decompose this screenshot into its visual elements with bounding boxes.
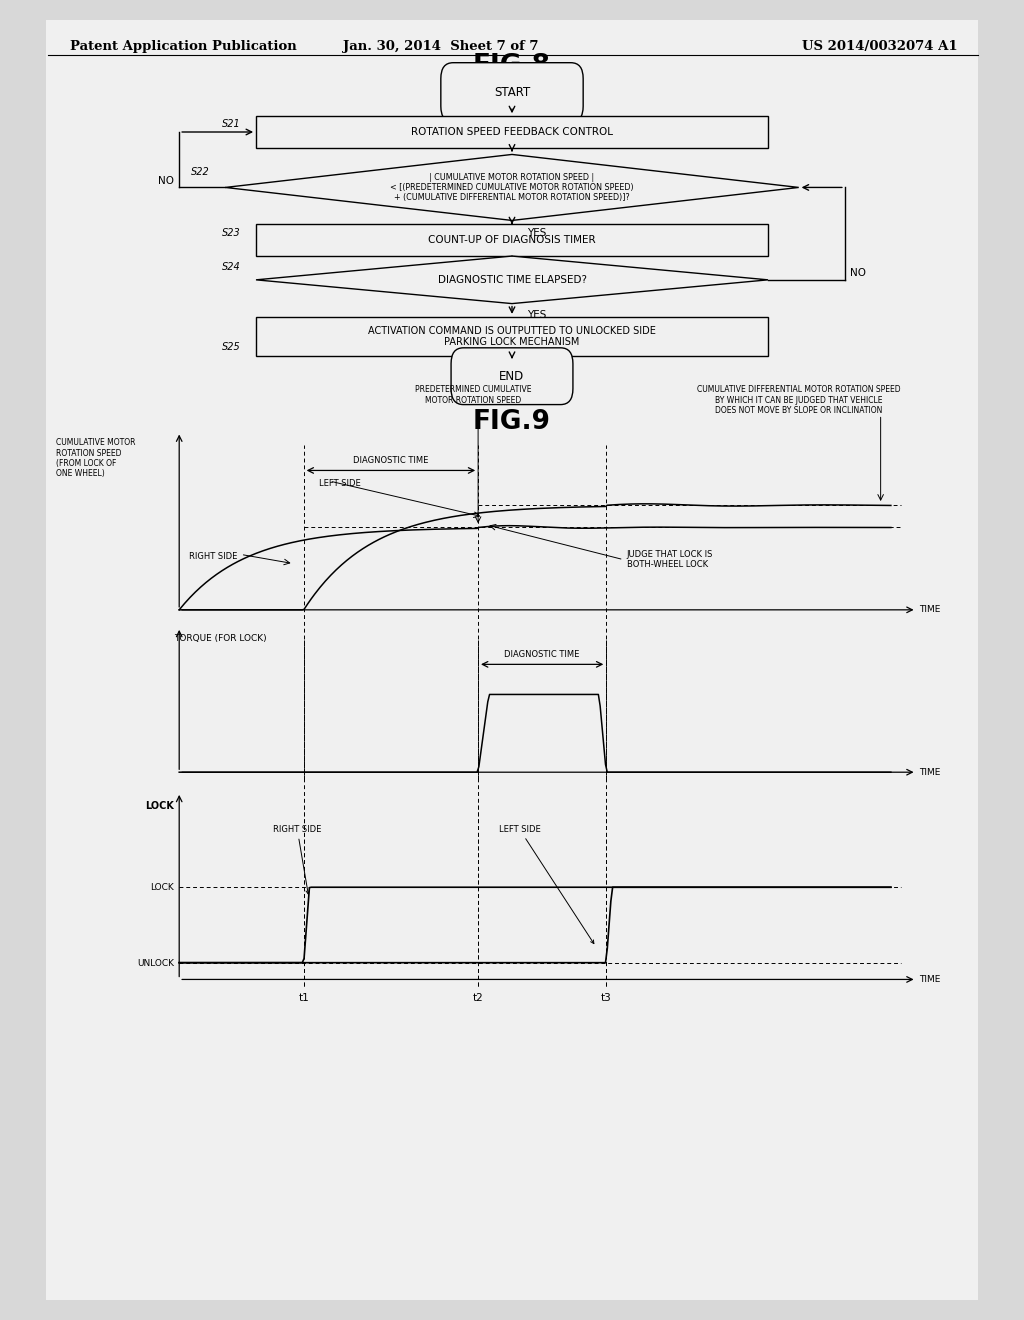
Text: LEFT SIDE: LEFT SIDE <box>319 479 360 487</box>
FancyBboxPatch shape <box>256 116 768 148</box>
Text: Jan. 30, 2014  Sheet 7 of 7: Jan. 30, 2014 Sheet 7 of 7 <box>343 40 538 53</box>
Text: PREDETERMINED CUMULATIVE
MOTOR ROTATION SPEED: PREDETERMINED CUMULATIVE MOTOR ROTATION … <box>415 385 531 405</box>
Text: TIME: TIME <box>920 975 941 983</box>
Polygon shape <box>225 154 799 220</box>
Text: RIGHT SIDE: RIGHT SIDE <box>189 552 238 561</box>
Text: CUMULATIVE MOTOR
ROTATION SPEED
(FROM LOCK OF
ONE WHEEL): CUMULATIVE MOTOR ROTATION SPEED (FROM LO… <box>56 438 136 478</box>
Text: FIG.9: FIG.9 <box>473 409 551 436</box>
Text: LEFT SIDE: LEFT SIDE <box>499 825 594 944</box>
Text: DIAGNOSTIC TIME: DIAGNOSTIC TIME <box>353 457 429 465</box>
FancyBboxPatch shape <box>256 317 768 356</box>
Text: S24: S24 <box>222 261 241 272</box>
Text: YES: YES <box>527 310 547 321</box>
Text: NO: NO <box>158 176 174 186</box>
FancyBboxPatch shape <box>451 347 573 404</box>
Text: t3: t3 <box>601 993 611 1003</box>
FancyBboxPatch shape <box>46 20 978 1300</box>
Text: CUMULATIVE DIFFERENTIAL MOTOR ROTATION SPEED
BY WHICH IT CAN BE JUDGED THAT VEHI: CUMULATIVE DIFFERENTIAL MOTOR ROTATION S… <box>697 385 900 416</box>
Text: LOCK: LOCK <box>145 801 174 812</box>
Text: Patent Application Publication: Patent Application Publication <box>70 40 296 53</box>
Text: RIGHT SIDE: RIGHT SIDE <box>273 825 322 894</box>
Text: TIME: TIME <box>920 606 941 614</box>
FancyBboxPatch shape <box>256 224 768 256</box>
Text: FIG.8: FIG.8 <box>473 53 551 79</box>
Text: END: END <box>500 370 524 383</box>
Text: t2: t2 <box>473 993 483 1003</box>
Text: S21: S21 <box>222 119 241 129</box>
Text: ACTIVATION COMMAND IS OUTPUTTED TO UNLOCKED SIDE
PARKING LOCK MECHANISM: ACTIVATION COMMAND IS OUTPUTTED TO UNLOC… <box>368 326 656 347</box>
Text: LOCK: LOCK <box>151 883 174 892</box>
Text: COUNT-UP OF DIAGNOSIS TIMER: COUNT-UP OF DIAGNOSIS TIMER <box>428 235 596 246</box>
Text: ROTATION SPEED FEEDBACK CONTROL: ROTATION SPEED FEEDBACK CONTROL <box>411 127 613 137</box>
Text: DIAGNOSTIC TIME: DIAGNOSTIC TIME <box>505 649 580 659</box>
Polygon shape <box>256 256 768 304</box>
Text: DIAGNOSTIC TIME ELAPSED?: DIAGNOSTIC TIME ELAPSED? <box>437 275 587 285</box>
Text: TORQUE (FOR LOCK): TORQUE (FOR LOCK) <box>174 634 266 643</box>
Text: S25: S25 <box>222 342 241 352</box>
Text: S23: S23 <box>222 227 241 238</box>
Text: S22: S22 <box>191 166 210 177</box>
Text: | CUMULATIVE MOTOR ROTATION SPEED |
< [(PREDETERMINED CUMULATIVE MOTOR ROTATION : | CUMULATIVE MOTOR ROTATION SPEED | < [(… <box>390 173 634 202</box>
FancyBboxPatch shape <box>440 62 584 121</box>
Text: YES: YES <box>527 228 547 239</box>
Text: START: START <box>494 86 530 99</box>
Text: US 2014/0032074 A1: US 2014/0032074 A1 <box>802 40 957 53</box>
Text: JUDGE THAT LOCK IS
BOTH-WHEEL LOCK: JUDGE THAT LOCK IS BOTH-WHEEL LOCK <box>627 550 713 569</box>
Text: TIME: TIME <box>920 768 941 776</box>
Text: t1: t1 <box>298 993 309 1003</box>
Text: UNLOCK: UNLOCK <box>137 958 174 968</box>
Text: NO: NO <box>850 268 866 279</box>
